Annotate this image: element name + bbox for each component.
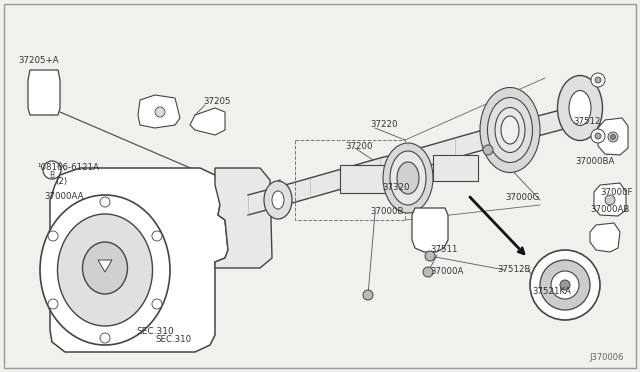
Text: 37521KA: 37521KA — [532, 287, 571, 296]
Text: 37000AB: 37000AB — [590, 205, 629, 214]
Circle shape — [100, 197, 110, 207]
PathPatch shape — [190, 108, 225, 135]
Circle shape — [591, 73, 605, 87]
Ellipse shape — [495, 108, 525, 153]
Circle shape — [483, 145, 493, 155]
Ellipse shape — [397, 162, 419, 194]
Ellipse shape — [560, 280, 570, 290]
Polygon shape — [138, 95, 180, 128]
Circle shape — [423, 267, 433, 277]
Ellipse shape — [58, 214, 152, 326]
Polygon shape — [590, 223, 620, 252]
Circle shape — [595, 77, 601, 83]
Circle shape — [152, 231, 162, 241]
Circle shape — [48, 299, 58, 309]
Ellipse shape — [501, 116, 519, 144]
Ellipse shape — [383, 143, 433, 213]
Circle shape — [591, 129, 605, 143]
Circle shape — [43, 161, 61, 179]
Ellipse shape — [551, 271, 579, 299]
Ellipse shape — [480, 87, 540, 173]
Circle shape — [605, 195, 615, 205]
Circle shape — [611, 135, 616, 140]
Text: 37205+A: 37205+A — [18, 56, 59, 65]
Text: (2): (2) — [55, 177, 67, 186]
Text: 37512: 37512 — [573, 117, 600, 126]
FancyBboxPatch shape — [340, 165, 395, 193]
Text: 37000AA: 37000AA — [44, 192, 83, 201]
Polygon shape — [28, 70, 60, 115]
Circle shape — [100, 333, 110, 343]
PathPatch shape — [50, 168, 228, 352]
Ellipse shape — [40, 195, 170, 345]
PathPatch shape — [215, 168, 272, 268]
Circle shape — [363, 290, 373, 300]
Ellipse shape — [390, 151, 426, 205]
Text: ¹08166-6121A: ¹08166-6121A — [37, 163, 99, 172]
Ellipse shape — [83, 242, 127, 294]
Text: 37511: 37511 — [430, 245, 458, 254]
Text: 37000G: 37000G — [505, 193, 540, 202]
Text: 37000A: 37000A — [430, 267, 463, 276]
Ellipse shape — [488, 97, 532, 163]
Text: 37220: 37220 — [370, 120, 397, 129]
Text: 37205: 37205 — [203, 97, 230, 106]
Text: SEC.310: SEC.310 — [136, 327, 174, 337]
Text: 37000BA: 37000BA — [575, 157, 614, 166]
Text: 37320: 37320 — [382, 183, 410, 192]
Ellipse shape — [540, 260, 590, 310]
Text: 37200: 37200 — [345, 142, 372, 151]
Text: J370006: J370006 — [589, 353, 624, 362]
Text: B: B — [49, 170, 54, 180]
Circle shape — [155, 107, 165, 117]
Ellipse shape — [264, 181, 292, 219]
Text: 37512B: 37512B — [497, 265, 531, 274]
Circle shape — [608, 132, 618, 142]
FancyBboxPatch shape — [433, 155, 478, 181]
Circle shape — [152, 299, 162, 309]
Ellipse shape — [272, 191, 284, 209]
Polygon shape — [594, 183, 626, 216]
Circle shape — [595, 133, 601, 139]
Ellipse shape — [530, 250, 600, 320]
Ellipse shape — [569, 90, 591, 125]
Text: SEC.310: SEC.310 — [155, 335, 191, 344]
Circle shape — [425, 251, 435, 261]
Text: 37000F: 37000F — [600, 188, 632, 197]
Polygon shape — [598, 118, 628, 155]
Polygon shape — [98, 260, 112, 272]
Circle shape — [48, 231, 58, 241]
Ellipse shape — [557, 76, 602, 141]
Polygon shape — [412, 208, 448, 252]
Polygon shape — [248, 100, 600, 215]
Text: 37000B: 37000B — [370, 207, 403, 216]
